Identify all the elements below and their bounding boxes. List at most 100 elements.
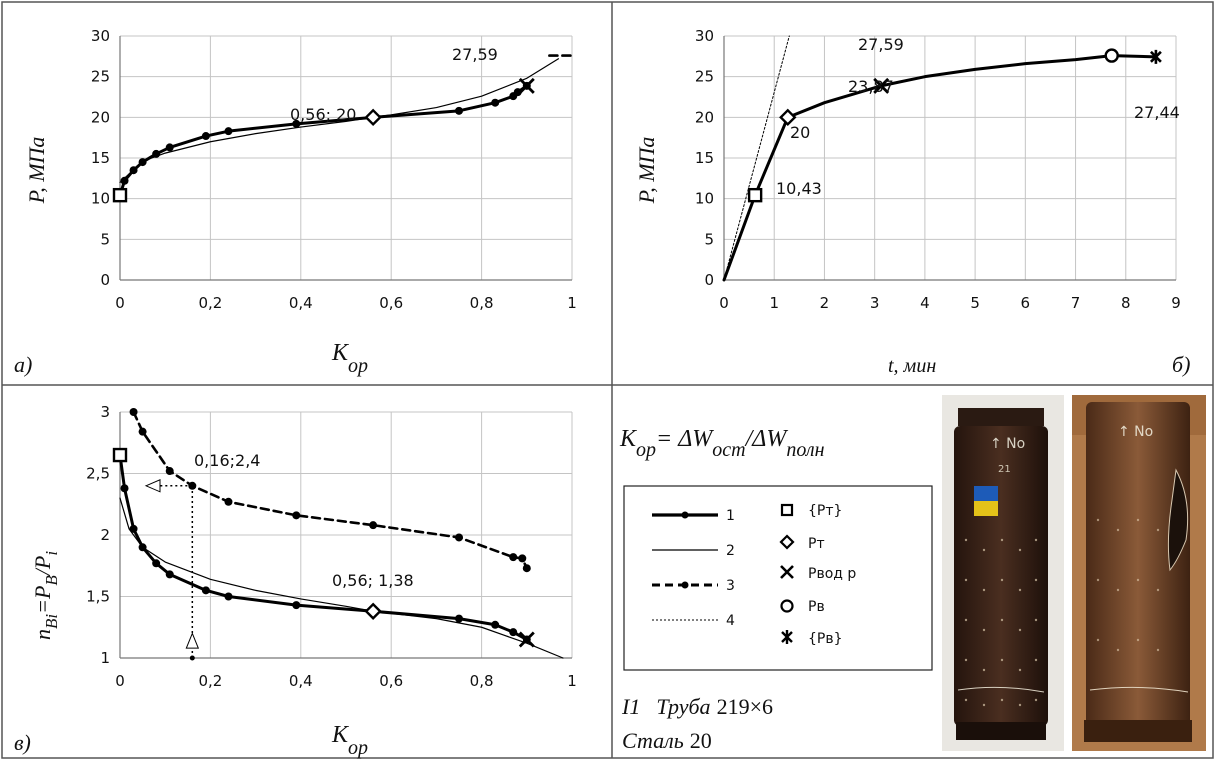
svg-text:↑ No: ↑ No	[990, 436, 1025, 452]
c-series-1-point	[129, 524, 138, 533]
c-annotation: 0,16;2,4	[194, 451, 260, 470]
c-series-3-line	[132, 410, 529, 570]
c-marker-diamond	[364, 602, 382, 620]
c-series-1-point	[120, 484, 129, 493]
legend-entry-1: 1	[652, 508, 735, 524]
b-x-tick-label: 2	[820, 294, 830, 312]
b-x-tick-label: 7	[1071, 294, 1081, 312]
a-series-1-point	[513, 88, 522, 97]
c-y-tick-label: 3	[100, 403, 110, 421]
a-y-tick-label: 30	[91, 27, 110, 45]
svg-text:nBi=PB/Pi: nBi=PB/Pi	[30, 551, 61, 640]
b-y-tick-label: 20	[695, 108, 714, 126]
c-series-3-point	[509, 553, 518, 562]
panel-b-tag: б)	[1172, 352, 1190, 377]
a-x-tick-label: 0,8	[470, 294, 494, 312]
c-marker-cross	[518, 631, 535, 648]
b-y-tick-label: 0	[704, 271, 714, 289]
a-y-tick-label: 15	[91, 149, 110, 167]
c-series-3-point	[188, 481, 197, 490]
a-series-2-line	[119, 58, 560, 183]
b-x-tick-label: 4	[920, 294, 930, 312]
b-y-tick-label: 15	[695, 149, 714, 167]
c-y-tick-label: 2,5	[86, 465, 110, 483]
c-series-1-point	[509, 628, 518, 637]
c-series-2-line	[119, 497, 564, 659]
chart-panel-c: 0 0,2 0,4 0,6 0,8 1 1 1,5 2 2,5 3 0,16;2,4 0,56; 1,3…	[86, 403, 577, 690]
panel-a-ylabel: P, МПа	[24, 137, 49, 205]
a-series-1-point	[120, 176, 129, 185]
legend-marker-cross: Рвод р	[780, 565, 856, 582]
legend-entry-2: 2	[652, 543, 735, 559]
b-series-4-line	[723, 35, 790, 281]
panel-a-xlabel-sub: op	[348, 355, 368, 377]
b-x-tick-label: 6	[1021, 294, 1031, 312]
svg-text:{Рв}: {Рв}	[808, 631, 843, 647]
b-x-tick-label: 5	[970, 294, 980, 312]
c-series-1-point	[165, 570, 174, 579]
c-x-tick-label: 0,8	[470, 672, 494, 690]
c-marker-square	[112, 447, 128, 463]
a-x-tick-label: 0,2	[198, 294, 222, 312]
c-series-3-point	[455, 533, 463, 542]
a-x-tick-label: 1	[567, 294, 577, 312]
b-y-tick-label: 30	[695, 27, 714, 45]
c-y-tick-label: 1,5	[86, 588, 110, 606]
a-marker-cross	[518, 77, 535, 94]
c-series-3-point	[369, 521, 378, 530]
a-series-1-point	[224, 127, 233, 136]
b-annotation: 27,59	[858, 35, 904, 54]
c-series-3-point	[138, 427, 147, 436]
svg-text:Рт: Рт	[808, 536, 825, 552]
c-series-1-point	[152, 559, 161, 568]
caption-line-1: І1 Труба 219×6	[621, 694, 773, 719]
b-marker-diamond	[779, 108, 797, 127]
b-y-tick-label: 25	[695, 68, 714, 86]
legend-entry-3: 3	[652, 578, 735, 594]
b-x-tick-label: 3	[870, 294, 880, 312]
svg-text:2: 2	[726, 543, 735, 559]
a-annotation: 0,56; 20	[290, 105, 356, 124]
c-series-1-point	[201, 586, 210, 595]
legend: 1 2 3 4 {Рт} Рт Рвод р Рв	[623, 485, 933, 671]
b-annotation: 23,87	[848, 77, 894, 96]
c-guide-point	[189, 655, 195, 661]
a-y-tick-label: 20	[91, 108, 110, 126]
svg-text:3: 3	[726, 578, 735, 594]
c-series-3-point	[522, 564, 531, 573]
rupture-icon	[1167, 468, 1189, 572]
c-series-3-point	[165, 467, 174, 476]
svg-text:21: 21	[998, 464, 1011, 475]
legend-marker-star: {Рв}	[781, 630, 843, 647]
panel-c-xlabel-sub: op	[348, 737, 368, 759]
formula: Kop= ΔWост/ΔWполн	[619, 426, 825, 461]
b-series-1-line	[722, 54, 1158, 282]
c-guide-arrow-up	[185, 632, 200, 649]
legend-marker-diamond: Рт	[779, 534, 825, 552]
svg-text:4: 4	[726, 613, 735, 629]
c-guide-arrow-left	[144, 479, 161, 493]
b-marker-star	[1149, 49, 1162, 64]
panel-a-xlabel: K	[331, 340, 350, 366]
svg-text:Рвод р: Рвод р	[808, 566, 856, 582]
c-x-tick-label: 0,2	[198, 672, 222, 690]
b-annotation: 10,43	[776, 179, 822, 198]
a-marker-diamond	[364, 108, 382, 127]
chart-panel-b: 0 1 2 3 4 5 6 7 8 9 0 5 10 15 20 25 30 27,59 23,87 20 10,43 2…	[695, 27, 1181, 312]
c-series-1-point	[455, 614, 463, 623]
panel-b-xlabel: t, мин	[888, 355, 936, 377]
c-series-1-point	[224, 592, 233, 601]
svg-text:Рв: Рв	[808, 599, 825, 615]
c-series-1-line	[118, 453, 529, 642]
b-x-tick-label: 1	[769, 294, 779, 312]
panel-c-tag: в)	[14, 730, 31, 755]
a-y-tick-label: 0	[100, 271, 110, 289]
legend-box	[623, 485, 933, 671]
c-x-tick-label: 0	[115, 672, 125, 690]
a-marker-square	[112, 187, 128, 203]
caption-line-2: Сталь 20	[622, 728, 712, 753]
a-annotation: 27,59	[452, 45, 498, 64]
c-x-tick-label: 0,4	[289, 672, 313, 690]
